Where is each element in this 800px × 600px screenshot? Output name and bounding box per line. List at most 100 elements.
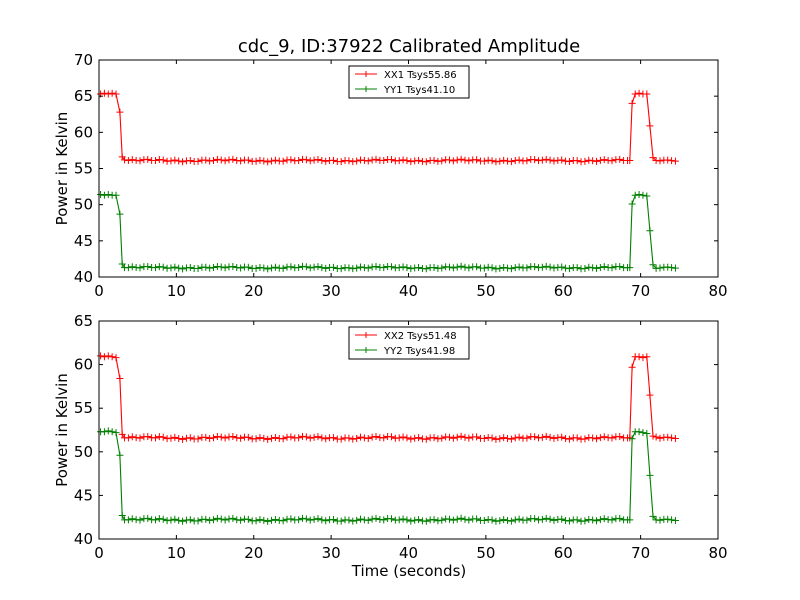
data-point bbox=[600, 515, 608, 523]
data-point bbox=[500, 434, 508, 442]
data-point bbox=[438, 264, 446, 272]
data-point bbox=[652, 433, 660, 441]
legend-box bbox=[348, 326, 470, 360]
data-point bbox=[656, 516, 664, 524]
data-point bbox=[635, 353, 643, 361]
data-point bbox=[656, 434, 664, 442]
legend-label: YY2 Tsys41.98 bbox=[383, 346, 455, 357]
data-point bbox=[112, 429, 120, 437]
data-point bbox=[380, 434, 388, 442]
data-point bbox=[167, 516, 175, 524]
data-point bbox=[616, 155, 624, 163]
data-point bbox=[671, 517, 679, 525]
data-point bbox=[664, 515, 672, 523]
data-point bbox=[357, 515, 365, 523]
data-point bbox=[411, 157, 419, 165]
data-point bbox=[523, 516, 531, 524]
data-point bbox=[121, 156, 129, 164]
data-point bbox=[100, 191, 108, 199]
data-point bbox=[118, 511, 126, 519]
y-tick-label: 65 bbox=[74, 312, 93, 330]
data-point bbox=[643, 192, 651, 200]
data-point bbox=[403, 434, 411, 442]
data-point bbox=[237, 157, 245, 165]
data-point bbox=[523, 434, 531, 442]
x-tick-label: 40 bbox=[399, 282, 418, 300]
data-point bbox=[368, 433, 376, 441]
data-point bbox=[430, 516, 438, 524]
data-point bbox=[546, 515, 554, 523]
data-point bbox=[473, 263, 481, 271]
data-point bbox=[656, 157, 664, 165]
data-point bbox=[480, 157, 488, 165]
data-point bbox=[221, 264, 229, 272]
data-point bbox=[256, 156, 264, 164]
data-point bbox=[364, 516, 372, 524]
data-point bbox=[298, 514, 306, 522]
data-point bbox=[233, 434, 241, 442]
data-point bbox=[387, 156, 395, 164]
legend-marker bbox=[363, 71, 369, 77]
data-point bbox=[186, 434, 194, 442]
data-point bbox=[252, 157, 260, 165]
data-point bbox=[422, 517, 430, 525]
data-point bbox=[507, 158, 515, 166]
data-point bbox=[349, 435, 357, 443]
data-point bbox=[295, 516, 303, 524]
data-point bbox=[116, 451, 124, 459]
data-point bbox=[484, 433, 492, 441]
data-point bbox=[411, 264, 419, 272]
data-point bbox=[260, 264, 268, 272]
data-point bbox=[600, 263, 608, 271]
data-point bbox=[639, 354, 647, 362]
data-point bbox=[151, 157, 159, 165]
data-point bbox=[345, 434, 353, 442]
y-axis-label: Power in Kelvin bbox=[53, 112, 71, 226]
data-point bbox=[171, 515, 179, 523]
data-point bbox=[403, 157, 411, 165]
x-tick-label: 50 bbox=[476, 544, 495, 562]
data-point bbox=[523, 157, 531, 165]
data-point bbox=[213, 262, 221, 270]
data-point bbox=[175, 434, 183, 442]
data-point bbox=[596, 263, 604, 271]
series-line-1-1 bbox=[100, 430, 676, 522]
data-point bbox=[380, 157, 388, 165]
data-point bbox=[457, 432, 465, 440]
data-point bbox=[422, 265, 430, 273]
top-panel: 0 10 20 30 40 50 60 70 80 40 45 50 55 60 65 70 Power in … bbox=[53, 51, 728, 300]
data-point bbox=[287, 433, 295, 441]
data-point bbox=[345, 264, 353, 272]
data-point bbox=[649, 154, 657, 162]
data-point bbox=[179, 158, 187, 166]
data-point bbox=[668, 157, 676, 165]
data-point bbox=[155, 515, 163, 523]
data-point bbox=[558, 433, 566, 441]
data-point bbox=[480, 264, 488, 272]
data-point bbox=[465, 157, 473, 165]
data-point bbox=[649, 432, 657, 440]
data-point bbox=[538, 433, 546, 441]
legend-label: XX2 Tsys51.48 bbox=[384, 331, 457, 342]
data-point bbox=[302, 433, 310, 441]
data-point bbox=[279, 264, 287, 272]
data-point bbox=[128, 156, 136, 164]
x-tick-label: 30 bbox=[322, 282, 341, 300]
x-tick-label: 30 bbox=[322, 544, 341, 562]
data-point bbox=[322, 264, 330, 272]
data-point bbox=[159, 156, 167, 164]
data-point bbox=[108, 89, 116, 97]
data-point bbox=[118, 260, 126, 268]
data-point bbox=[318, 434, 326, 442]
data-point bbox=[457, 262, 465, 270]
data-point bbox=[492, 158, 500, 166]
data-point bbox=[628, 363, 636, 371]
data-point bbox=[357, 433, 365, 441]
data-point bbox=[186, 264, 194, 272]
data-point bbox=[167, 264, 175, 272]
data-point bbox=[585, 515, 593, 523]
data-point bbox=[271, 263, 279, 271]
data-point bbox=[237, 434, 245, 442]
x-tick-label: 70 bbox=[631, 544, 650, 562]
data-point bbox=[515, 156, 523, 164]
